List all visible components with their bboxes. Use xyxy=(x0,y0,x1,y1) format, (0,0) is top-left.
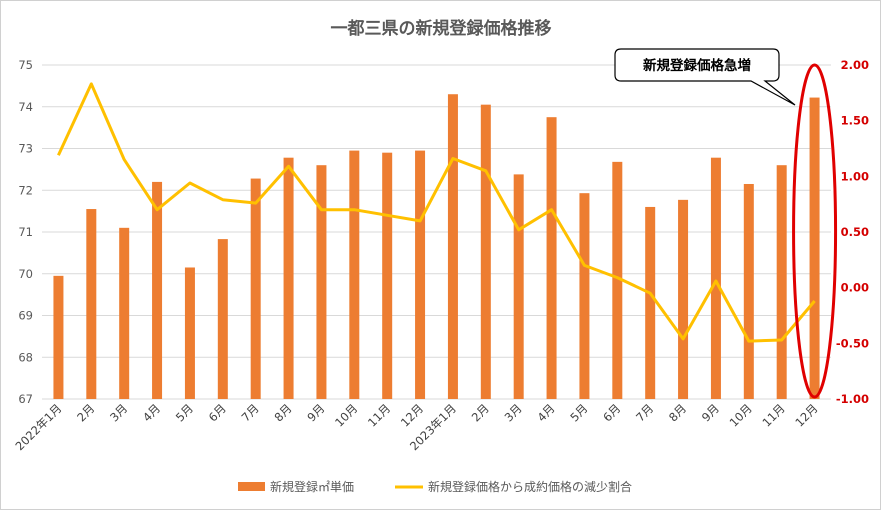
bar xyxy=(250,178,261,399)
left-axis-ticks: 67 68 69 70 71 72 73 74 75 xyxy=(18,58,33,406)
right-tick-label: -1.00 xyxy=(836,392,869,406)
x-tick-label: 7月 xyxy=(633,401,656,424)
bar xyxy=(809,97,820,399)
bar xyxy=(86,209,97,399)
legend-bar-swatch xyxy=(238,482,265,491)
x-tick-label: 3月 xyxy=(107,401,130,424)
series-line xyxy=(57,82,816,343)
x-tick-label: 12月 xyxy=(792,401,820,429)
x-tick-label: 9月 xyxy=(699,401,722,424)
x-tick-label: 10月 xyxy=(332,401,360,429)
left-tick-label: 74 xyxy=(18,100,33,114)
bar xyxy=(480,104,491,399)
bar xyxy=(217,239,228,399)
chart-title: 一都三県の新規登録価格推移 xyxy=(331,18,552,39)
left-tick-label: 75 xyxy=(18,58,33,72)
left-tick-label: 72 xyxy=(18,183,33,197)
left-tick-label: 73 xyxy=(18,142,33,156)
right-tick-label: 2.00 xyxy=(841,58,869,72)
x-tick-label: 10月 xyxy=(727,401,755,429)
left-tick-label: 70 xyxy=(18,267,33,281)
right-tick-label: 0.00 xyxy=(841,281,869,295)
bar-series xyxy=(53,94,820,399)
right-axis-ticks: -1.00 -0.50 0.00 0.50 1.00 1.50 2.00 xyxy=(836,58,869,406)
legend-bar-label: 新規登録㎡単価 xyxy=(270,479,354,494)
x-tick-label: 8月 xyxy=(666,401,689,424)
bar xyxy=(349,150,360,399)
x-tick-label: 7月 xyxy=(239,401,262,424)
annotation-text: 新規登録価格急増 xyxy=(643,57,751,74)
right-tick-label: -0.50 xyxy=(836,336,869,350)
x-tick-label: 5月 xyxy=(173,401,196,424)
bar xyxy=(447,94,458,399)
bar xyxy=(710,157,721,399)
x-tick-label: 5月 xyxy=(567,401,590,424)
x-tick-label: 11月 xyxy=(759,401,787,429)
x-tick-label: 2月 xyxy=(469,401,492,424)
x-tick-label: 9月 xyxy=(304,401,327,424)
left-tick-label: 69 xyxy=(18,309,33,323)
right-tick-label: 1.00 xyxy=(841,169,869,183)
bar xyxy=(678,199,689,399)
x-tick-label: 8月 xyxy=(271,401,294,424)
right-tick-label: 0.50 xyxy=(841,225,869,239)
annotation: 新規登録価格急増 xyxy=(614,48,838,399)
bar xyxy=(546,117,557,399)
bar xyxy=(743,183,754,399)
x-tick-label: 6月 xyxy=(206,401,229,424)
bar xyxy=(645,206,656,399)
x-tick-label: 2月 xyxy=(74,401,97,424)
legend-line-label: 新規登録価格から成約価格の減少割合 xyxy=(428,479,632,494)
x-tick-label: 6月 xyxy=(600,401,623,424)
bar xyxy=(579,193,590,399)
x-tick-label: 4月 xyxy=(534,401,557,424)
bar xyxy=(382,152,393,399)
annotation-ellipse xyxy=(792,63,838,399)
bar xyxy=(184,267,195,399)
x-tick-label: 12月 xyxy=(398,401,426,429)
line-series xyxy=(57,82,816,343)
left-tick-label: 67 xyxy=(18,392,33,406)
annotation-callout-box xyxy=(614,48,796,106)
left-tick-label: 68 xyxy=(18,350,33,364)
right-tick-label: 1.50 xyxy=(841,114,869,128)
legend: 新規登録㎡単価 新規登録価格から成約価格の減少割合 xyxy=(238,479,632,494)
x-tick-label: 2022年1月 xyxy=(13,401,65,453)
bar xyxy=(152,181,163,399)
bar xyxy=(513,174,524,399)
bar xyxy=(119,227,130,399)
left-tick-label: 71 xyxy=(18,225,33,239)
bar xyxy=(612,161,623,399)
bar xyxy=(776,165,787,399)
x-tick-label: 4月 xyxy=(140,401,163,424)
bar xyxy=(53,275,64,399)
x-tick-label: 3月 xyxy=(502,401,525,424)
bar xyxy=(316,165,327,399)
x-tick-label: 11月 xyxy=(365,401,393,429)
bar xyxy=(283,157,294,399)
bar xyxy=(415,150,426,399)
